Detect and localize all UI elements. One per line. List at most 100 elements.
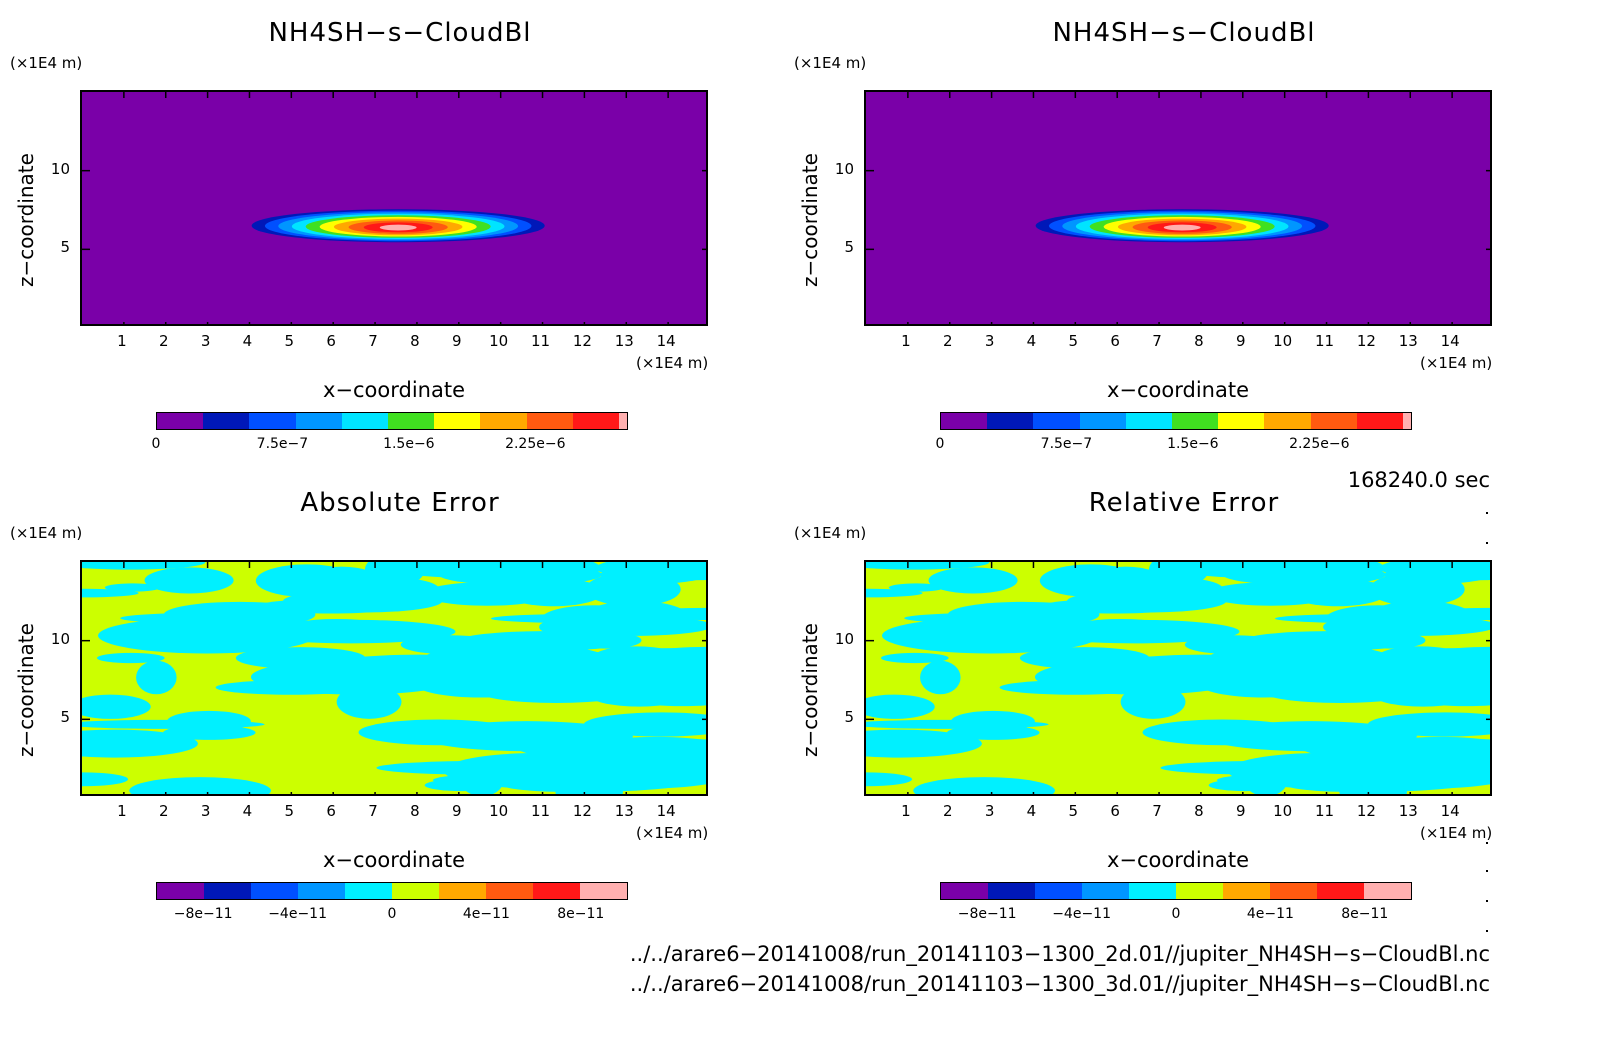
colorbar-tick-label: −4e−11 xyxy=(1052,906,1111,922)
contour-patch-negative xyxy=(866,562,990,570)
contour-patch-negative xyxy=(866,588,923,598)
contour-patch-negative xyxy=(641,721,706,733)
colorbar-segment xyxy=(434,413,481,429)
contour-patch-negative xyxy=(167,710,251,732)
x-tick-label: 6 xyxy=(1110,332,1120,350)
contour-patch-negative xyxy=(1287,578,1388,607)
colorbar-segment xyxy=(941,413,988,429)
x-tick-label: 4 xyxy=(242,332,253,350)
z-unit-label: (×1E4 m) xyxy=(10,524,83,542)
contour-level-10 xyxy=(1163,224,1201,231)
x-tick-label: 3 xyxy=(984,332,995,350)
x-tick-label: 12 xyxy=(1356,332,1376,350)
colorbar-segment xyxy=(987,413,1034,429)
colorbar-segment xyxy=(1125,413,1173,429)
x-unit-label: (×1E4 m) xyxy=(1420,354,1493,372)
colorbar-segment xyxy=(203,413,250,429)
x-tick-label: 5 xyxy=(284,802,295,820)
colorbar-segment xyxy=(392,883,439,899)
contour-patch-negative xyxy=(1039,564,1142,598)
y-axis-label: z−coordinate xyxy=(14,153,38,287)
colorbar-segment xyxy=(1317,883,1364,899)
x-tick-label: 8 xyxy=(410,332,420,350)
x-tick-label: 8 xyxy=(410,802,420,820)
x-tick-label: 5 xyxy=(1068,332,1079,350)
colorbar-segment xyxy=(533,883,580,899)
plot-area xyxy=(864,560,1492,796)
colorbar-segment xyxy=(204,883,251,899)
colorbar-tick-label: 4e−11 xyxy=(462,906,510,922)
panel-absolute-error: Absolute Error (×1E4 m) z−coordinate 10 5 1 2… xyxy=(0,470,760,940)
plot-title: NH4SH−s−CloudBl xyxy=(1052,18,1316,48)
x-tick-label: 9 xyxy=(452,802,462,820)
x-tick-label: 13 xyxy=(614,332,634,350)
contour-patch-negative xyxy=(920,660,961,695)
x-tick-label: 9 xyxy=(452,332,462,350)
contour-patch-negative xyxy=(481,766,553,781)
z-unit-label: (×1E4 m) xyxy=(794,524,867,542)
contour-patch-negative xyxy=(608,676,706,707)
plot-title: Absolute Error xyxy=(300,488,500,518)
contour-patch-negative xyxy=(1233,729,1381,741)
x-tick-label: 3 xyxy=(984,802,995,820)
contour-patch-negative xyxy=(1425,721,1490,733)
contour-svg xyxy=(82,92,706,324)
contour-patch-negative xyxy=(947,601,1100,628)
colorbar-segment xyxy=(249,413,296,429)
panel-cloud-left: NH4SH−s−CloudBl (×1E4 m) z−coordinate 10 5 1… xyxy=(0,0,760,470)
contour-patch-negative xyxy=(321,632,363,641)
colorbar-segment xyxy=(157,413,204,429)
edge-dot xyxy=(1486,542,1488,544)
contour-patch-negative xyxy=(880,652,949,664)
colorbar-tick-label: −8e−11 xyxy=(173,906,233,922)
colorbar-tick-label: 1.5e−6 xyxy=(1167,436,1219,452)
contour-patch-negative xyxy=(82,772,129,787)
x-axis-label: x−coordinate xyxy=(1106,378,1250,402)
colorbar-segment xyxy=(1264,413,1311,429)
y-tick-label: 5 xyxy=(60,238,70,257)
colorbar-segment xyxy=(1364,883,1411,899)
file-path-3d: ../../arare6−20141008/run_20141103−1300_… xyxy=(629,972,1490,996)
colorbar-tick-label: 7.5e−7 xyxy=(256,436,309,452)
colorbar-tick-label: 0 xyxy=(935,436,945,452)
contour-patch-negative xyxy=(951,710,1035,732)
contour-patch-negative xyxy=(1208,644,1392,672)
contour-patch-negative xyxy=(104,583,161,592)
x-tick-label: 13 xyxy=(1398,802,1418,820)
x-axis-label: x−coordinate xyxy=(322,848,466,872)
contour-patch-negative xyxy=(503,578,604,607)
contour-patch-negative xyxy=(449,729,597,741)
x-tick-label: 4 xyxy=(1026,802,1037,820)
time-label: 168240.0 sec xyxy=(1347,468,1490,492)
x-tick-label: 11 xyxy=(1314,332,1335,350)
y-tick-label: 10 xyxy=(834,629,854,648)
panel-relative-error: Relative Error (×1E4 m) z−coordinate 10 5 1 2… xyxy=(784,470,1544,940)
x-tick-label: 10 xyxy=(489,802,509,820)
colorbar-segment xyxy=(157,883,204,899)
y-axis-label: z−coordinate xyxy=(798,153,822,287)
plot-title: Relative Error xyxy=(1088,488,1280,518)
x-tick-label: 12 xyxy=(1356,802,1376,820)
colorbar xyxy=(156,412,628,430)
x-tick-label: 7 xyxy=(368,332,378,350)
contour-patch-negative xyxy=(82,588,139,598)
colorbar-segment xyxy=(341,413,389,429)
colorbar-segment xyxy=(1218,413,1265,429)
x-tick-label: 5 xyxy=(1068,802,1079,820)
contour-patch-negative xyxy=(888,583,945,592)
x-tick-label: 9 xyxy=(1236,802,1246,820)
x-tick-label: 8 xyxy=(1194,332,1204,350)
x-tick-label: 14 xyxy=(1440,802,1460,820)
contour-patch-negative xyxy=(424,644,608,672)
y-tick-label: 10 xyxy=(50,159,70,178)
y-tick-label: 5 xyxy=(844,708,854,727)
x-tick-label: 12 xyxy=(572,332,592,350)
x-unit-label: (×1E4 m) xyxy=(636,824,709,842)
x-tick-label: 6 xyxy=(1110,802,1120,820)
contour-patch-negative xyxy=(585,572,681,607)
colorbar-segment xyxy=(1223,883,1270,899)
colorbar-segment xyxy=(295,413,342,429)
edge-dot xyxy=(1486,930,1488,932)
contour-patch-negative xyxy=(1265,766,1337,781)
plot-title: NH4SH−s−CloudBl xyxy=(268,18,532,48)
